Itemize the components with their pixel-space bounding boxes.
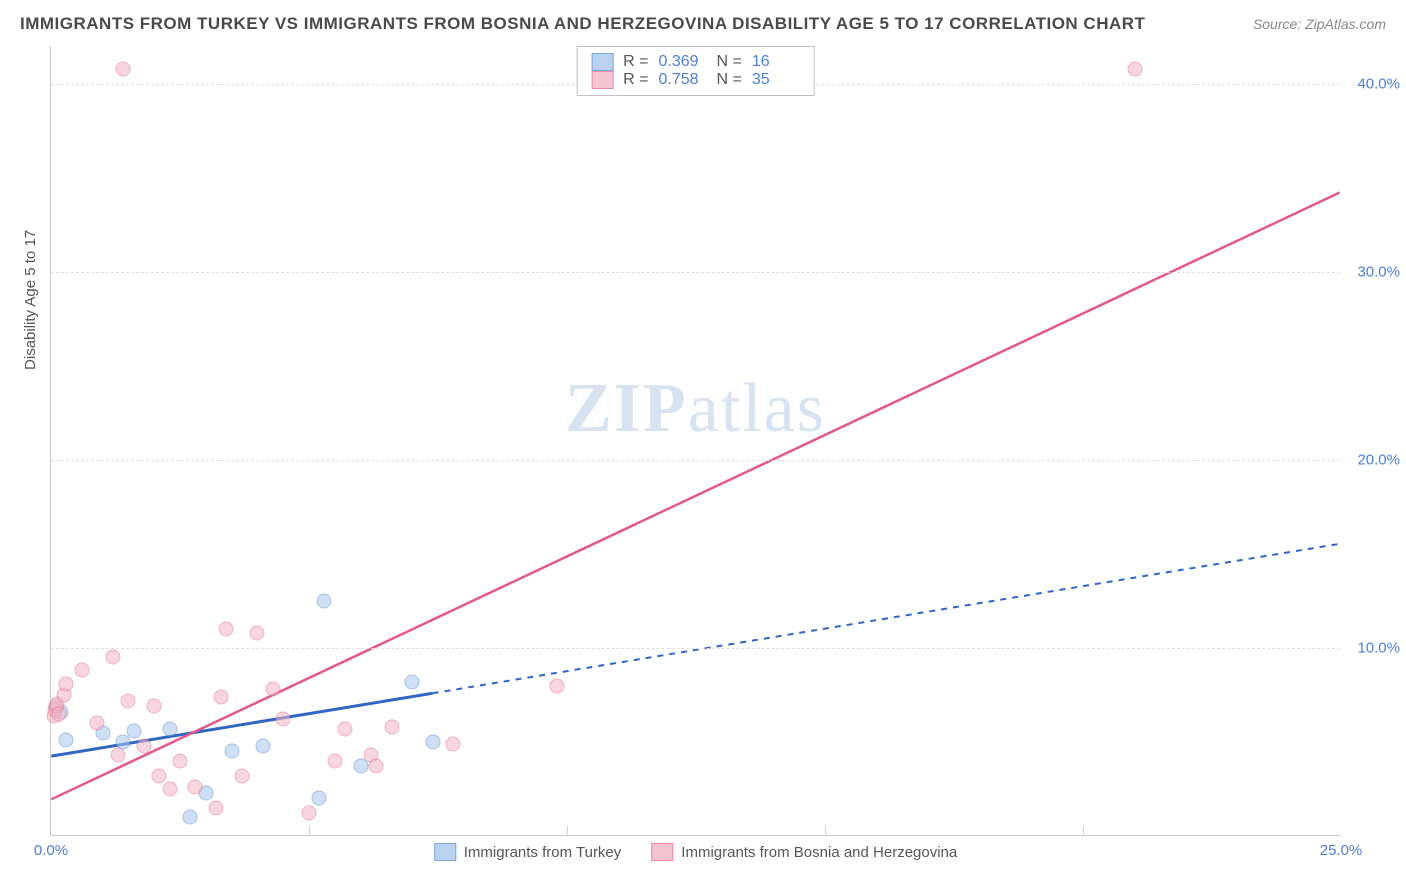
data-point — [209, 800, 224, 815]
r-label: R = — [623, 71, 648, 89]
y-tick-label: 20.0% — [1357, 451, 1400, 468]
data-point — [327, 753, 342, 768]
stats-legend-row: R = 0.758 N = 35 — [591, 71, 800, 89]
data-point — [276, 712, 291, 727]
data-point — [162, 721, 177, 736]
gridline-h — [51, 648, 1340, 649]
plot-area: ZIPatlas R =0.369N =16R =0.758N =35 Immi… — [50, 46, 1340, 836]
data-point — [219, 622, 234, 637]
data-point — [384, 719, 399, 734]
data-point — [51, 706, 66, 721]
data-point — [147, 699, 162, 714]
gridline-v — [825, 826, 826, 836]
series-legend: Immigrants from Turkey Immigrants from Bo… — [434, 843, 958, 861]
data-point — [425, 734, 440, 749]
legend-label: Immigrants from Bosnia and Herzegovina — [681, 844, 957, 861]
r-value: 0.758 — [659, 71, 707, 89]
trend-lines — [51, 46, 1340, 835]
data-point — [317, 593, 332, 608]
x-tick-label: 0.0% — [34, 842, 68, 859]
data-point — [105, 650, 120, 665]
data-point — [214, 689, 229, 704]
y-tick-label: 30.0% — [1357, 263, 1400, 280]
data-point — [250, 625, 265, 640]
source-attribution: Source: ZipAtlas.com — [1253, 16, 1386, 32]
gridline-v — [1083, 826, 1084, 836]
y-tick-label: 10.0% — [1357, 639, 1400, 656]
data-point — [111, 748, 126, 763]
data-point — [405, 674, 420, 689]
legend-swatch — [591, 71, 613, 89]
data-point — [338, 721, 353, 736]
data-point — [1127, 61, 1142, 76]
gridline-h — [51, 460, 1340, 461]
data-point — [59, 676, 74, 691]
x-tick-label: 25.0% — [1320, 842, 1363, 859]
data-point — [90, 716, 105, 731]
r-value: 0.369 — [659, 53, 707, 71]
data-point — [224, 744, 239, 759]
legend-swatch — [434, 843, 456, 861]
data-point — [59, 733, 74, 748]
n-label: N = — [717, 53, 742, 71]
data-point — [446, 736, 461, 751]
legend-item: Immigrants from Bosnia and Herzegovina — [651, 843, 957, 861]
data-point — [312, 791, 327, 806]
data-point — [74, 663, 89, 678]
data-point — [302, 806, 317, 821]
chart-title: IMMIGRANTS FROM TURKEY VS IMMIGRANTS FRO… — [20, 14, 1145, 34]
legend-item: Immigrants from Turkey — [434, 843, 622, 861]
data-point — [162, 781, 177, 796]
watermark: ZIPatlas — [565, 369, 826, 449]
r-label: R = — [623, 53, 648, 71]
stats-legend-row: R = 0.369 N = 16 — [591, 53, 800, 71]
n-value: 35 — [752, 71, 800, 89]
data-point — [549, 678, 564, 693]
legend-swatch — [591, 53, 613, 71]
n-value: 16 — [752, 53, 800, 71]
data-point — [265, 682, 280, 697]
stats-legend: R = 0.369 N = 16 R = 0.758 N = 35 — [576, 46, 815, 96]
gridline-v — [309, 826, 310, 836]
legend-swatch — [651, 843, 673, 861]
data-point — [188, 780, 203, 795]
y-axis-label: Disability Age 5 to 17 — [22, 230, 39, 370]
y-tick-label: 40.0% — [1357, 75, 1400, 92]
data-point — [173, 753, 188, 768]
data-point — [152, 768, 167, 783]
data-point — [121, 693, 136, 708]
data-point — [183, 810, 198, 825]
legend-label: Immigrants from Turkey — [464, 844, 622, 861]
data-point — [126, 723, 141, 738]
n-label: N = — [717, 71, 742, 89]
gridline-v — [567, 826, 568, 836]
data-point — [369, 759, 384, 774]
gridline-h — [51, 272, 1340, 273]
data-point — [116, 61, 131, 76]
data-point — [136, 738, 151, 753]
data-point — [234, 768, 249, 783]
data-point — [255, 738, 270, 753]
